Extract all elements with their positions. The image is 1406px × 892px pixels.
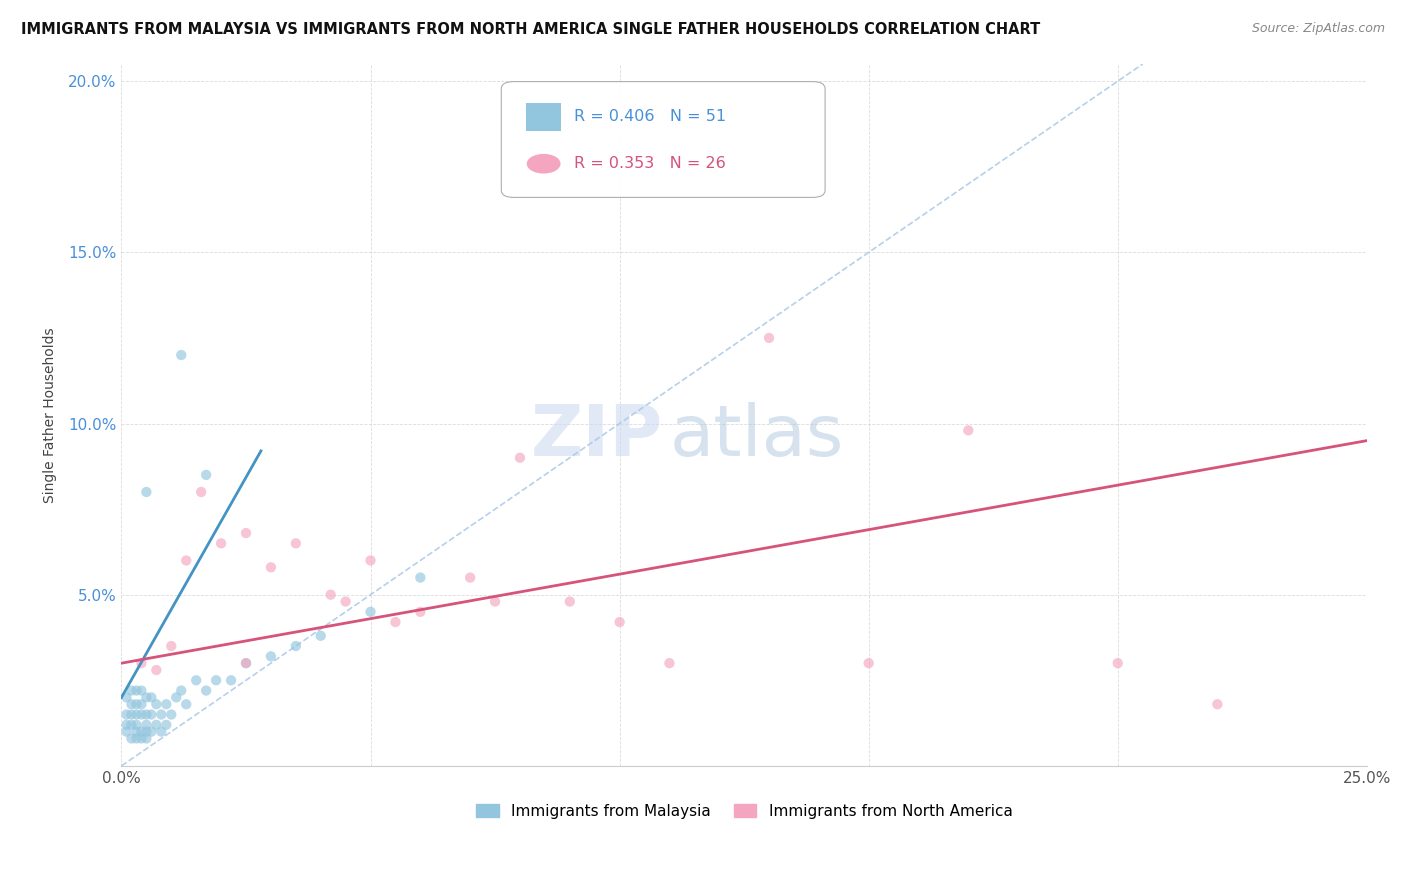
Text: R = 0.353   N = 26: R = 0.353 N = 26 <box>574 156 725 171</box>
Point <box>160 639 183 653</box>
Point <box>174 553 197 567</box>
Point <box>609 615 631 629</box>
Point <box>120 707 142 722</box>
Point <box>174 698 197 712</box>
Point <box>360 553 382 567</box>
Point <box>360 605 382 619</box>
Text: ZIP: ZIP <box>531 401 664 470</box>
Point <box>125 731 148 746</box>
Point <box>758 331 780 345</box>
Point <box>115 690 138 705</box>
Point <box>284 536 307 550</box>
Point <box>135 707 157 722</box>
Point <box>120 731 142 746</box>
Point <box>335 594 357 608</box>
Point <box>284 639 307 653</box>
Point <box>319 588 342 602</box>
Point <box>165 690 187 705</box>
Point <box>131 656 153 670</box>
Point <box>235 656 257 670</box>
Circle shape <box>527 154 560 173</box>
Point <box>484 594 506 608</box>
Point <box>1107 656 1129 670</box>
Y-axis label: Single Father Households: Single Father Households <box>44 327 58 503</box>
Point <box>858 656 880 670</box>
FancyBboxPatch shape <box>526 103 561 131</box>
Point <box>145 698 167 712</box>
Point <box>125 724 148 739</box>
Point <box>658 656 681 670</box>
Point <box>135 731 157 746</box>
Point <box>120 718 142 732</box>
Point <box>131 724 153 739</box>
Point <box>125 683 148 698</box>
Point <box>125 698 148 712</box>
Point <box>120 698 142 712</box>
Point <box>458 571 481 585</box>
Point <box>260 649 283 664</box>
Text: atlas: atlas <box>669 401 844 470</box>
Point <box>131 731 153 746</box>
FancyBboxPatch shape <box>502 81 825 197</box>
Legend: Immigrants from Malaysia, Immigrants from North America: Immigrants from Malaysia, Immigrants fro… <box>470 797 1019 825</box>
Point <box>141 724 163 739</box>
Text: Source: ZipAtlas.com: Source: ZipAtlas.com <box>1251 22 1385 36</box>
Point <box>155 698 177 712</box>
Point <box>141 690 163 705</box>
Point <box>209 536 232 550</box>
Point <box>186 673 208 688</box>
Point <box>219 673 242 688</box>
Point <box>155 718 177 732</box>
Text: R = 0.406   N = 51: R = 0.406 N = 51 <box>574 109 725 124</box>
Point <box>1206 698 1229 712</box>
Point <box>145 663 167 677</box>
Point <box>195 683 218 698</box>
Point <box>131 698 153 712</box>
Point <box>409 605 432 619</box>
Text: IMMIGRANTS FROM MALAYSIA VS IMMIGRANTS FROM NORTH AMERICA SINGLE FATHER HOUSEHOL: IMMIGRANTS FROM MALAYSIA VS IMMIGRANTS F… <box>21 22 1040 37</box>
Point <box>384 615 406 629</box>
Point <box>309 629 332 643</box>
Point <box>150 724 173 739</box>
Point <box>135 690 157 705</box>
Point <box>409 571 432 585</box>
Point <box>235 526 257 541</box>
Point <box>235 656 257 670</box>
Point <box>115 718 138 732</box>
Point <box>957 423 980 437</box>
Point <box>135 724 157 739</box>
Point <box>115 707 138 722</box>
Point <box>160 707 183 722</box>
Point <box>558 594 581 608</box>
Point <box>125 718 148 732</box>
Point <box>190 485 212 500</box>
Point <box>509 450 531 465</box>
Point <box>115 724 138 739</box>
Point <box>205 673 228 688</box>
Point <box>120 683 142 698</box>
Point <box>141 707 163 722</box>
Point <box>170 348 193 362</box>
Point <box>131 707 153 722</box>
Point <box>135 485 157 500</box>
Point <box>135 718 157 732</box>
Point <box>170 683 193 698</box>
Point <box>260 560 283 574</box>
Point <box>150 707 173 722</box>
Point <box>131 683 153 698</box>
Point <box>145 718 167 732</box>
Point <box>125 707 148 722</box>
Point <box>195 467 218 482</box>
